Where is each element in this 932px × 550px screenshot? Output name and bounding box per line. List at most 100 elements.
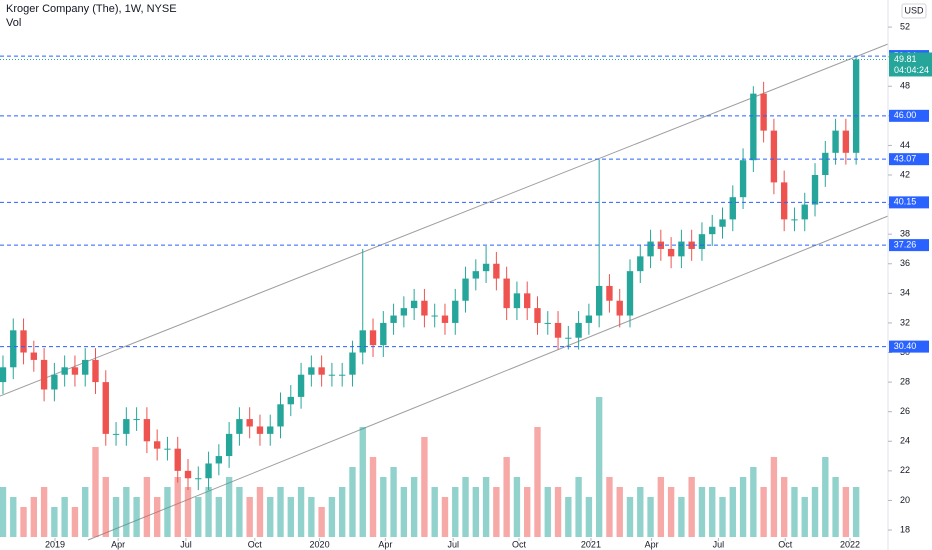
- volume-bar: [688, 477, 695, 537]
- candle-body: [174, 448, 181, 471]
- candle-body: [698, 234, 706, 249]
- volume-bar: [554, 487, 562, 537]
- y-tick-label: 42: [900, 169, 910, 179]
- candle-body: [246, 419, 253, 427]
- candle-body: [195, 478, 202, 480]
- candle-body: [739, 160, 747, 198]
- candle-body: [709, 226, 716, 235]
- candle-body: [82, 359, 89, 375]
- candle-body: [688, 241, 695, 249]
- volume-bar: [256, 487, 264, 537]
- candle-body: [410, 300, 418, 309]
- candle-body: [390, 315, 397, 323]
- x-tick-label: Jul: [447, 539, 459, 549]
- x-tick-label: Oct: [512, 539, 527, 549]
- level-label: 37.26: [894, 239, 917, 249]
- y-tick-label: 22: [900, 465, 910, 475]
- x-tick-label: Apr: [111, 539, 125, 549]
- candle-body: [585, 315, 593, 323]
- candle-body: [503, 278, 510, 309]
- volume-bar: [143, 477, 151, 537]
- volume-bar: [30, 497, 38, 537]
- level-tag: [889, 196, 929, 209]
- volume-bar: [534, 427, 541, 537]
- level-label: 43.07: [894, 154, 917, 164]
- candle-body: [287, 396, 294, 405]
- level-tag: [889, 109, 929, 122]
- candle-body: [61, 367, 68, 375]
- volume-bar: [575, 477, 582, 537]
- candle-body: [565, 337, 572, 339]
- volume-bar: [431, 487, 438, 537]
- candle-body: [801, 204, 808, 220]
- last-price-tag: [889, 52, 932, 77]
- countdown: 04:04:24: [894, 65, 929, 75]
- volume-bar: [565, 497, 572, 537]
- channel-lower: [87, 215, 889, 541]
- volume-bar: [61, 497, 68, 537]
- candle-body: [0, 367, 7, 383]
- chart-title: Kroger Company (The), 1W, NYSE: [6, 3, 177, 15]
- candle-body: [143, 419, 151, 442]
- candle-body: [791, 219, 798, 221]
- candle-body: [102, 382, 109, 434]
- volume-bar: [0, 487, 7, 537]
- volume-bar: [657, 477, 665, 537]
- x-tick-label: 2020: [310, 539, 330, 549]
- volume-bar: [380, 477, 387, 537]
- volume-bar: [82, 487, 89, 537]
- volume-bar: [287, 497, 294, 537]
- volume-bar: [102, 477, 109, 537]
- volume-bar: [195, 497, 202, 537]
- volume-bar: [297, 487, 305, 537]
- y-tick-label: 38: [900, 229, 910, 239]
- candle-body: [616, 300, 623, 316]
- candle-body: [811, 175, 819, 205]
- volume-bar: [246, 497, 253, 537]
- volume-bar: [750, 467, 757, 537]
- volume-bar: [20, 507, 27, 537]
- volume-bar: [503, 457, 510, 537]
- candle-body: [678, 241, 685, 257]
- candle-body: [667, 248, 675, 257]
- candle-body: [40, 359, 48, 390]
- volume-bar: [10, 497, 17, 537]
- candle-body: [554, 322, 562, 338]
- volume-bar: [822, 457, 829, 537]
- candle-body: [205, 463, 212, 479]
- volume-bar: [153, 497, 161, 537]
- volume-bar: [493, 487, 500, 537]
- candle-body: [760, 93, 767, 131]
- candle-body: [626, 271, 634, 316]
- candle-body: [842, 130, 850, 153]
- candle-body: [719, 219, 726, 227]
- volume-bar: [842, 487, 850, 537]
- y-tick-label: 34: [900, 288, 910, 298]
- candle-body: [133, 419, 140, 421]
- volume-bar: [318, 507, 325, 537]
- volume-bar: [637, 487, 644, 537]
- volume-bar: [452, 487, 459, 537]
- x-tick-label: 2021: [581, 539, 601, 549]
- candle-body: [236, 419, 243, 434]
- candle-body: [852, 59, 860, 153]
- candle-body: [297, 374, 305, 397]
- volume-bar: [40, 487, 48, 537]
- volume-bar: [739, 477, 747, 537]
- candle-body: [441, 315, 449, 323]
- candle-body: [380, 322, 387, 346]
- candle-body: [369, 330, 377, 346]
- y-tick-label: 20: [900, 495, 910, 505]
- candle-body: [780, 182, 788, 220]
- x-tick-label: 2019: [45, 539, 65, 549]
- candle-body: [400, 308, 408, 316]
- y-tick-label: 44: [900, 140, 910, 150]
- volume-bar: [359, 427, 366, 537]
- candle-body: [349, 352, 356, 375]
- candle-body: [277, 404, 284, 427]
- volume-bar: [71, 507, 79, 537]
- candle-body: [215, 456, 223, 464]
- volume-bar: [390, 467, 397, 537]
- volume-bar: [852, 487, 860, 537]
- candle-body: [267, 426, 274, 434]
